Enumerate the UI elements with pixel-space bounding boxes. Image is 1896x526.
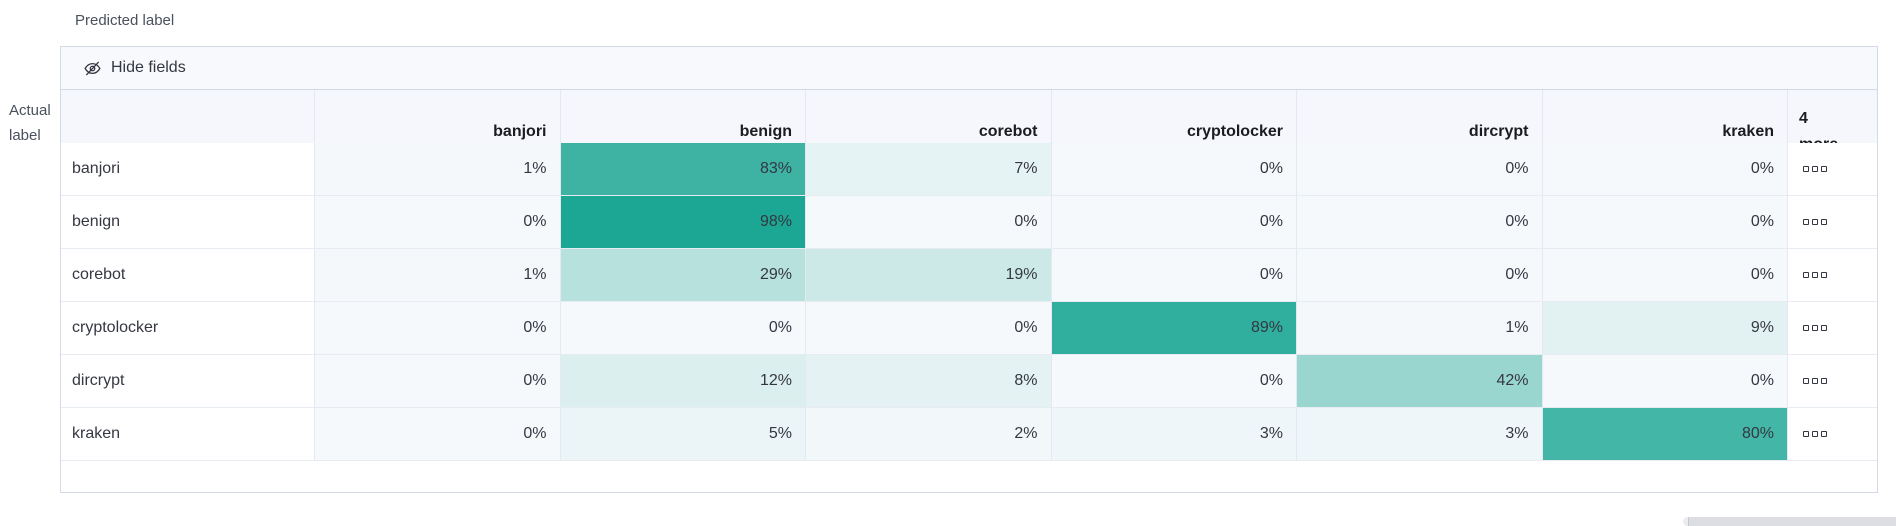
row-label-kraken[interactable]: kraken (61, 408, 315, 461)
horizontal-scrollbar[interactable] (1683, 517, 1896, 526)
grid-cell-dircrypt-banjori[interactable]: 0% (315, 355, 561, 408)
grid-cell-kraken-dircrypt[interactable]: 3% (1297, 408, 1543, 461)
box-icon (1803, 219, 1809, 225)
box-icon (1812, 325, 1818, 331)
grid-cell-corebot-banjori[interactable]: 1% (315, 249, 561, 302)
grid-cell-corebot-cryptolocker[interactable]: 0% (1051, 249, 1297, 302)
grid-cell-dircrypt-benign[interactable]: 12% (560, 355, 806, 408)
box-icon (1803, 325, 1809, 331)
grid-cell-corebot-corebot[interactable]: 19% (806, 249, 1052, 302)
actual-label-line2: label (9, 127, 41, 144)
box-icon (1821, 272, 1827, 278)
more-count: 4 (1799, 109, 1808, 127)
grid-cell-dircrypt-dircrypt[interactable]: 42% (1297, 355, 1543, 408)
grid-cell-kraken-kraken[interactable]: 80% (1542, 408, 1788, 461)
more-columns-cell (1788, 143, 1877, 196)
grid-cell-benign-cryptolocker[interactable]: 0% (1051, 196, 1297, 249)
grid-cell-kraken-cryptolocker[interactable]: 3% (1051, 408, 1297, 461)
row-label-benign[interactable]: benign (61, 196, 315, 249)
box-icon (1803, 378, 1809, 384)
more-columns-cell (1788, 408, 1877, 461)
eye-closed-icon (83, 59, 102, 78)
actual-label-line1: Actual (9, 102, 51, 119)
grid-cell-corebot-dircrypt[interactable]: 0% (1297, 249, 1543, 302)
grid-cell-kraken-banjori[interactable]: 0% (315, 408, 561, 461)
grid-cell-dircrypt-corebot[interactable]: 8% (806, 355, 1052, 408)
box-icon (1803, 166, 1809, 172)
box-icon (1821, 166, 1827, 172)
box-icon (1812, 378, 1818, 384)
box-icon (1821, 378, 1827, 384)
grid-cell-dircrypt-kraken[interactable]: 0% (1542, 355, 1788, 408)
grid-cell-banjori-dircrypt[interactable]: 0% (1297, 143, 1543, 196)
grid-cell-benign-corebot[interactable]: 0% (806, 196, 1052, 249)
more-columns-cell (1788, 196, 1877, 249)
row-label-cryptolocker[interactable]: cryptolocker (61, 302, 315, 355)
box-icon (1821, 431, 1827, 437)
box-icon (1821, 219, 1827, 225)
grid-cell-benign-benign[interactable]: 98% (560, 196, 806, 249)
grid-cell-cryptolocker-benign[interactable]: 0% (560, 302, 806, 355)
grid-cell-cryptolocker-cryptolocker[interactable]: 89% (1051, 302, 1297, 355)
grid-cell-kraken-benign[interactable]: 5% (560, 408, 806, 461)
grid-cell-banjori-benign[interactable]: 83% (560, 143, 806, 196)
hide-fields-button[interactable]: Hide fields (75, 55, 194, 82)
more-columns-cell (1788, 355, 1877, 408)
more-columns-cell (1788, 302, 1877, 355)
hide-fields-label: Hide fields (111, 59, 186, 76)
confusion-matrix-grid: banjori benign corebot cryptolocker dircrypt… (61, 90, 1877, 461)
box-icon (1812, 431, 1818, 437)
grid-cell-banjori-cryptolocker[interactable]: 0% (1051, 143, 1297, 196)
grid-cell-banjori-corebot[interactable]: 7% (806, 143, 1052, 196)
grid-cell-banjori-banjori[interactable]: 1% (315, 143, 561, 196)
grid-cell-cryptolocker-banjori[interactable]: 0% (315, 302, 561, 355)
grid-cell-cryptolocker-kraken[interactable]: 9% (1542, 302, 1788, 355)
box-icon (1812, 272, 1818, 278)
row-label-dircrypt[interactable]: dircrypt (61, 355, 315, 408)
grid-cell-banjori-kraken[interactable]: 0% (1542, 143, 1788, 196)
box-icon (1821, 325, 1827, 331)
grid-cell-benign-kraken[interactable]: 0% (1542, 196, 1788, 249)
row-label-banjori[interactable]: banjori (61, 143, 315, 196)
box-icon (1803, 272, 1809, 278)
grid-cell-cryptolocker-dircrypt[interactable]: 1% (1297, 302, 1543, 355)
more-columns-cell (1788, 249, 1877, 302)
box-icon (1812, 166, 1818, 172)
grid-cell-benign-dircrypt[interactable]: 0% (1297, 196, 1543, 249)
grid-cell-dircrypt-cryptolocker[interactable]: 0% (1051, 355, 1297, 408)
grid-cell-corebot-kraken[interactable]: 0% (1542, 249, 1788, 302)
actual-label-axis-title: Actual label (9, 98, 51, 148)
confusion-matrix-panel: Hide fields banjori benign corebot cryptolo… (60, 46, 1878, 493)
grid-toolbar: Hide fields (61, 47, 1877, 90)
grid-cell-kraken-corebot[interactable]: 2% (806, 408, 1052, 461)
box-icon (1803, 431, 1809, 437)
predicted-label-axis-title: Predicted label (75, 12, 175, 29)
box-icon (1812, 219, 1818, 225)
horizontal-scrollbar-thumb[interactable] (1688, 517, 1896, 526)
grid-cell-corebot-benign[interactable]: 29% (560, 249, 806, 302)
row-label-corebot[interactable]: corebot (61, 249, 315, 302)
grid-cell-benign-banjori[interactable]: 0% (315, 196, 561, 249)
grid-cell-cryptolocker-corebot[interactable]: 0% (806, 302, 1052, 355)
